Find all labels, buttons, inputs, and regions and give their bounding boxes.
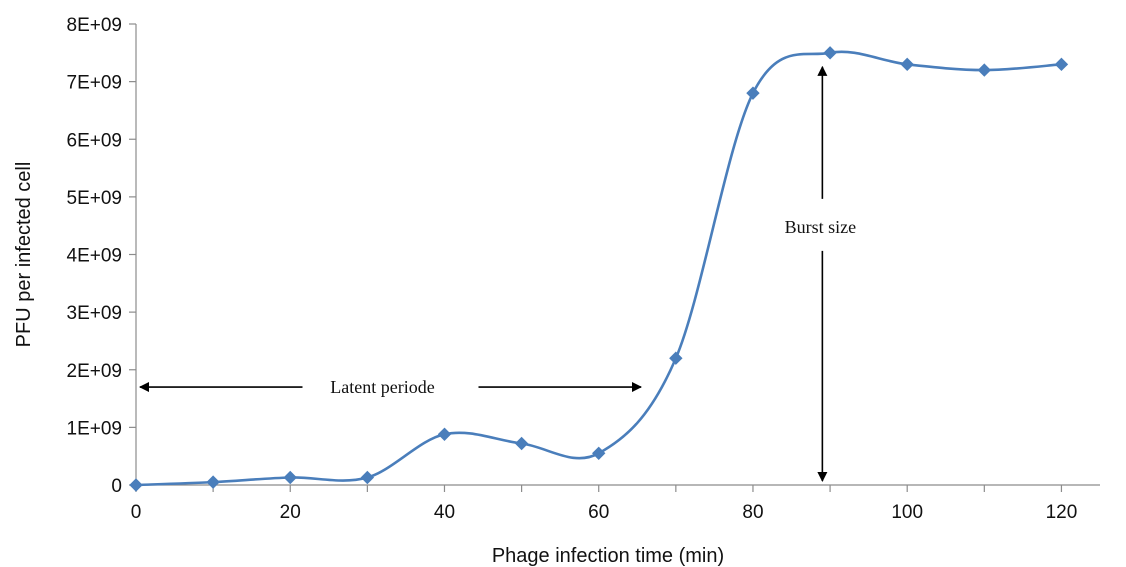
x-tick-label: 100 — [891, 502, 923, 523]
x-ticks: 0 20 40 60 80 100 120 — [131, 485, 1078, 523]
x-tick-label: 60 — [588, 502, 609, 523]
data-point-marker — [283, 470, 297, 485]
data-point-marker — [746, 86, 760, 100]
series — [129, 46, 1069, 492]
y-tick-label: 3E+09 — [67, 303, 122, 324]
data-point-marker — [900, 57, 914, 72]
y-tick-label: 1E+09 — [67, 418, 122, 439]
data-point-marker — [360, 470, 375, 485]
burst-size-label: Burst size — [785, 217, 857, 237]
y-ticks: 0 1E+09 2E+09 3E+09 4E+09 5E+09 6E+09 7E+09 8E+0… — [67, 15, 136, 497]
y-tick-label: 2E+09 — [67, 361, 122, 382]
data-point-marker — [1054, 57, 1069, 72]
y-tick-label: 4E+09 — [67, 246, 122, 267]
data-point-marker — [823, 46, 837, 60]
x-tick-label: 40 — [434, 502, 455, 523]
x-tick-label: 80 — [742, 502, 763, 523]
data-point-marker — [977, 63, 992, 77]
data-point-marker — [129, 478, 143, 492]
y-tick-label: 6E+09 — [67, 130, 122, 151]
y-axis-title: PFU per infected cell — [13, 162, 35, 348]
x-tick-label: 0 — [131, 502, 142, 523]
series-line — [134, 50, 1063, 487]
data-point-marker — [669, 351, 683, 365]
latent-period-label: Latent periode — [330, 377, 434, 397]
y-tick-label: 0 — [111, 476, 122, 497]
y-tick-label: 5E+09 — [67, 188, 122, 209]
y-tick-label: 7E+09 — [67, 73, 122, 94]
axes — [135, 24, 1100, 486]
data-point-marker — [437, 427, 452, 441]
annotations: Latent periode Burst size — [139, 65, 857, 482]
x-tick-label: 120 — [1046, 502, 1078, 523]
data-point-marker — [592, 446, 606, 461]
data-point-marker — [514, 436, 529, 451]
x-tick-label: 20 — [280, 502, 301, 523]
data-point-marker — [206, 475, 220, 489]
x-axis-title: Phage infection time (min) — [492, 545, 724, 567]
y-tick-label: 8E+09 — [67, 15, 122, 36]
